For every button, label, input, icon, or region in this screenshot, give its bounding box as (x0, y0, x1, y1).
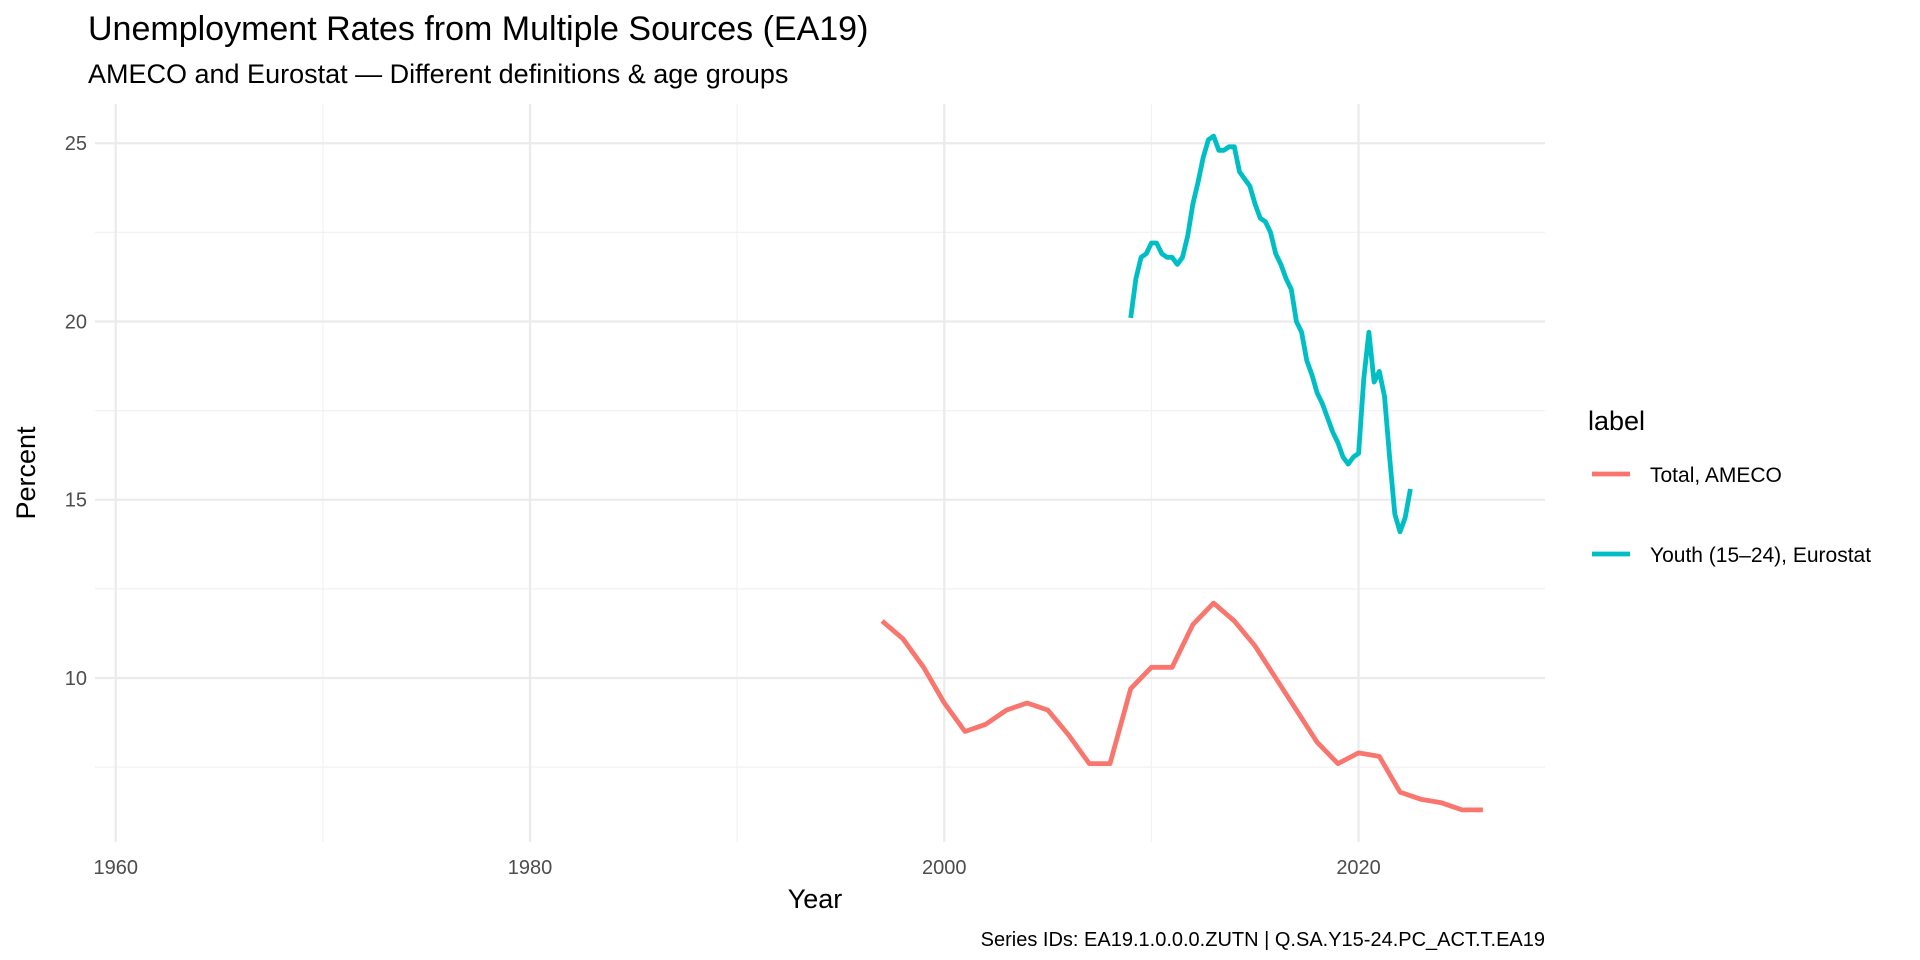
plot-lines (880, 133, 1483, 813)
chart-title: Unemployment Rates from Multiple Sources… (88, 10, 868, 48)
legend-item: Youth (15–24), Eurostat (1592, 544, 1871, 567)
y-tick-label: 15 (65, 490, 87, 512)
legend-label: Youth (15–24), Eurostat (1650, 544, 1871, 567)
x-tick-label: 2020 (1336, 857, 1381, 879)
legend-label: Total, AMECO (1650, 464, 1782, 487)
x-axis-title: Year (788, 884, 843, 914)
series-line-2 (1128, 133, 1413, 535)
plot-grid (95, 104, 1545, 842)
y-axis-title: Percent (11, 426, 41, 520)
series-line-1 (880, 600, 1483, 813)
legend: label Total, AMECO Youth (15–24), Eurosta… (1588, 406, 1871, 567)
x-tick-label: 1980 (508, 857, 553, 879)
x-axis-ticks: 1960 1980 2000 2020 (93, 857, 1380, 879)
legend-item: Total, AMECO (1592, 464, 1782, 487)
y-tick-label: 20 (65, 311, 87, 333)
y-tick-label: 10 (65, 668, 87, 690)
y-tick-label: 25 (65, 133, 87, 155)
chart-subtitle: AMECO and Eurostat — Different definitio… (88, 59, 788, 89)
chart-caption: Series IDs: EA19.1.0.0.0.ZUTN | Q.SA.Y15… (981, 929, 1545, 951)
x-tick-label: 2000 (922, 857, 967, 879)
x-tick-label: 1960 (93, 857, 138, 879)
legend-title: label (1588, 406, 1645, 436)
y-axis-ticks: 10 15 20 25 (65, 133, 87, 690)
